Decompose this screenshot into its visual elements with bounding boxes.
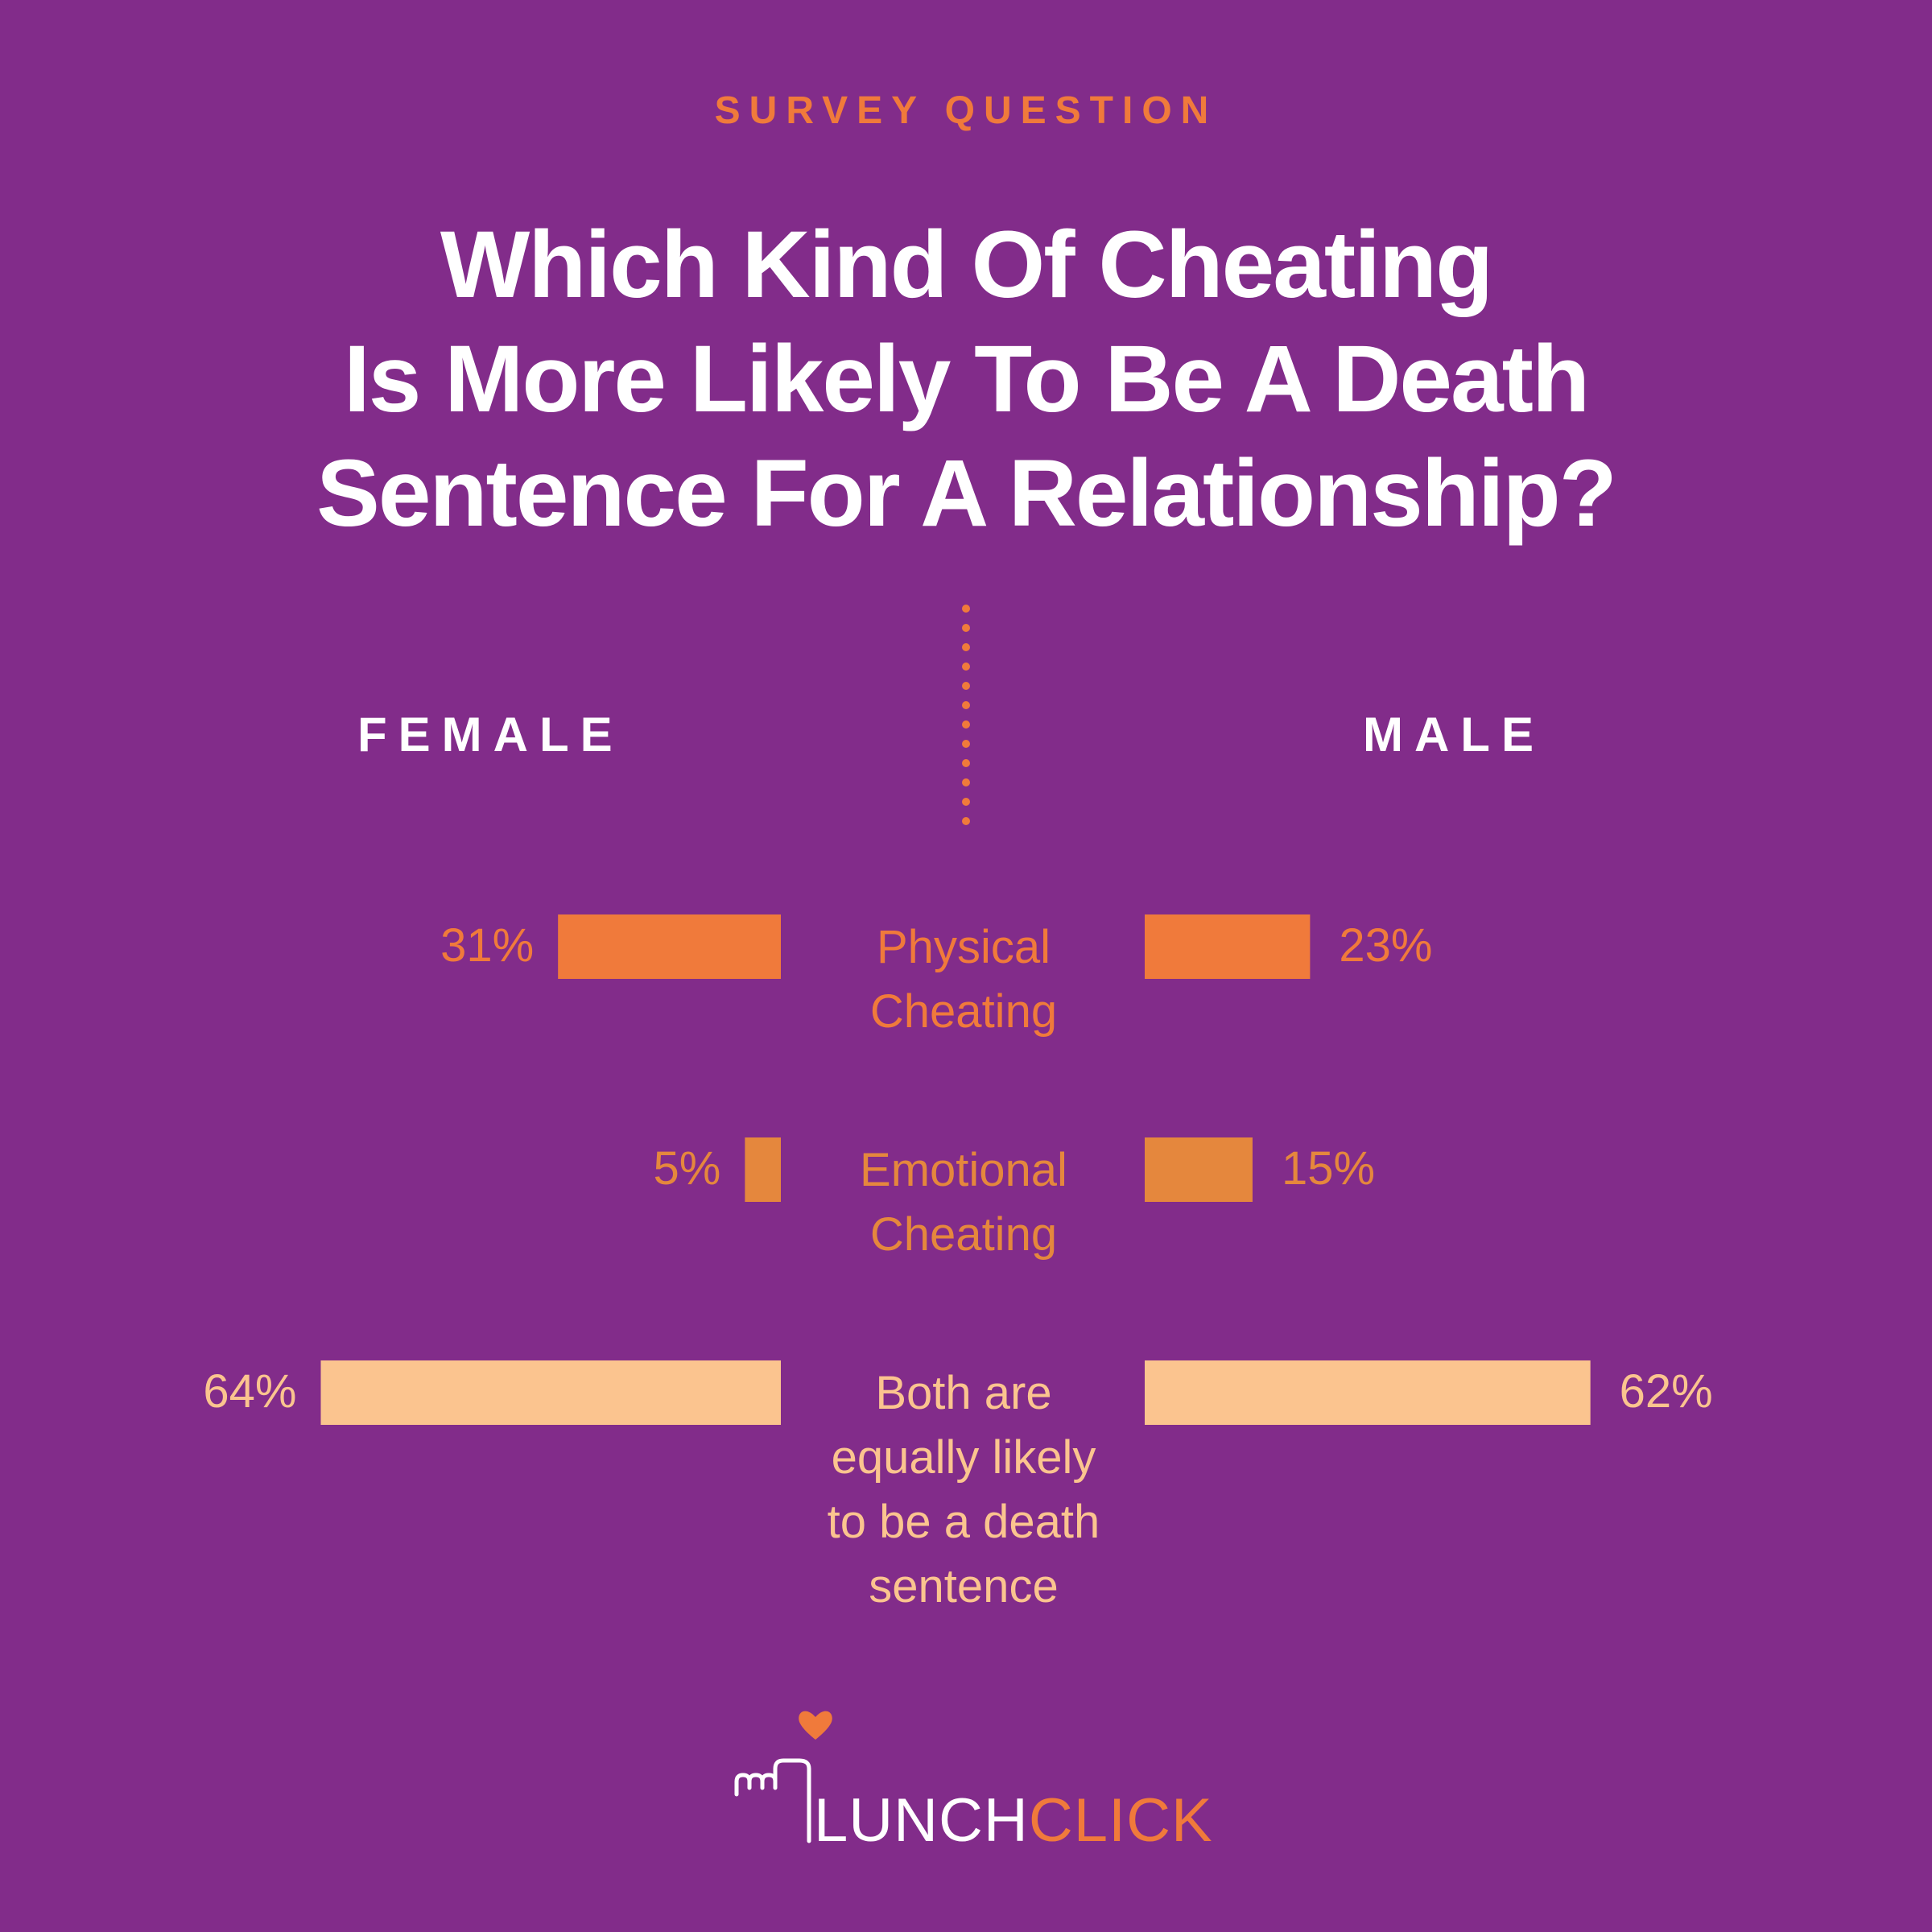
survey-eyebrow: SURVEY QUESTION: [714, 89, 1218, 132]
female-bar: [745, 1137, 781, 1202]
male-label: MALE: [1363, 708, 1545, 762]
title-line: Sentence For A Relationship?: [316, 440, 1617, 547]
category-label-line: Physical: [877, 921, 1051, 973]
lunchclick-logo: LUNCHCLICK: [734, 1711, 1212, 1855]
category-label-line: Both are: [875, 1367, 1051, 1419]
male-value-label: 62%: [1620, 1365, 1713, 1418]
heart-icon: [799, 1711, 832, 1740]
title-line: Which Kind Of Cheating: [440, 212, 1493, 318]
category-label-line: equally likely: [832, 1431, 1096, 1484]
logo-hand-outline: [734, 1758, 811, 1843]
category-label-line: Cheating: [870, 1208, 1057, 1261]
male-value-label: 23%: [1339, 919, 1432, 972]
female-value-label: 31%: [440, 919, 534, 972]
svg-text:LUNCHCLICK: LUNCHCLICK: [814, 1786, 1212, 1855]
page-title: Which Kind Of Cheating Is More Likely To…: [0, 208, 1932, 551]
dotted-divider: [962, 605, 970, 825]
category-label-line: Cheating: [870, 985, 1057, 1038]
butterfly-bar-chart: 31% 23% Physical Cheating 5% 15% Emotional Chea…: [203, 914, 1713, 1612]
male-bar: [1145, 1137, 1253, 1202]
category-label-line: to be a death: [828, 1496, 1100, 1548]
title-line: Is More Likely To Be A Death: [343, 326, 1590, 432]
female-bar: [320, 1360, 782, 1425]
male-value-label: 15%: [1282, 1142, 1375, 1195]
male-bar: [1145, 914, 1311, 979]
category-label-line: sentence: [869, 1560, 1058, 1612]
female-label: FEMALE: [357, 708, 624, 762]
female-value-label: 64%: [203, 1365, 296, 1418]
female-bar: [558, 914, 781, 979]
logo-text-main: LUNCH: [814, 1786, 1029, 1855]
female-value-label: 5%: [654, 1142, 721, 1195]
category-label-line: Emotional: [860, 1144, 1067, 1196]
logo-text-accent: CLICK: [1029, 1786, 1212, 1855]
male-bar: [1145, 1360, 1591, 1425]
